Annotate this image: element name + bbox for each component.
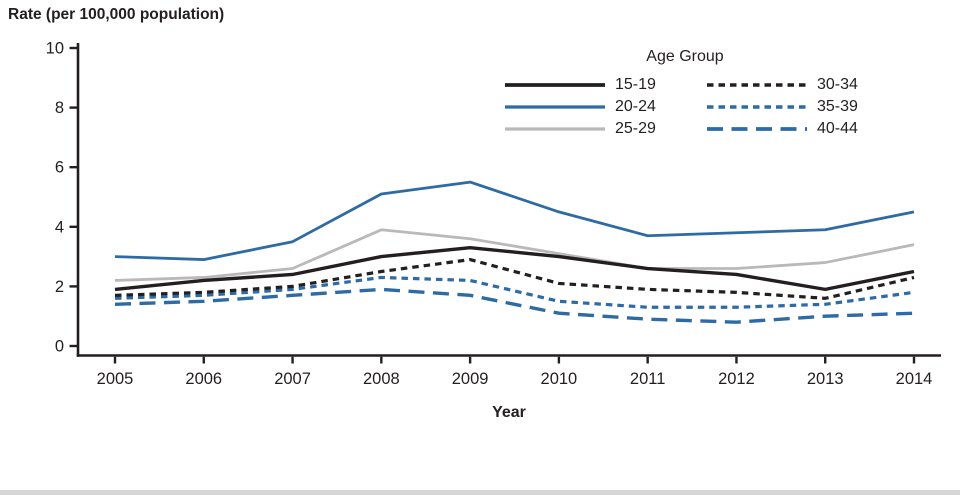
legend-item-25-29: 25-29	[505, 119, 663, 138]
legend-item-20-24: 20-24	[505, 97, 663, 116]
x-tick-label: 2006	[185, 370, 222, 388]
legend-label: 25-29	[615, 119, 656, 137]
y-tick-label: 0	[55, 338, 64, 356]
legend-item-40-44: 40-44	[707, 119, 865, 138]
legend-line-sample	[505, 82, 605, 87]
legend-label: 30-34	[817, 75, 858, 93]
chart-title: Rate (per 100,000 population)	[8, 6, 225, 23]
legend-grid: 15-19 30-34 20-24 35-39 25-29 40-44	[505, 75, 865, 138]
legend: Age Group 15-19 30-34 20-24 35-39 25-29 40-44	[505, 48, 865, 138]
series-line-35-39	[114, 275, 915, 309]
legend-line-sample	[707, 82, 807, 87]
legend-line-sample	[707, 126, 807, 131]
series-line-40-44	[114, 287, 915, 324]
legend-line-sample	[707, 104, 807, 109]
series-line-20-24	[114, 180, 915, 261]
x-tick-label: 2010	[541, 370, 578, 388]
legend-label: 15-19	[615, 75, 656, 93]
page-bottom-border	[0, 490, 960, 495]
x-tick-label: 2014	[896, 370, 933, 388]
y-tick-label: 4	[55, 218, 64, 236]
y-tick-label: 6	[55, 159, 64, 177]
x-tick-label: 2009	[452, 370, 489, 388]
y-tick-label: 2	[55, 278, 64, 296]
legend-line-sample	[505, 104, 605, 109]
x-tick-label: 2011	[630, 370, 665, 388]
x-axis-title: Year	[492, 404, 526, 421]
x-tick-label: 2013	[807, 370, 844, 388]
series-line-30-34	[114, 257, 915, 300]
legend-title: Age Group	[646, 48, 724, 65]
legend-label: 20-24	[615, 97, 656, 115]
legend-line-sample	[505, 126, 605, 131]
legend-item-35-39: 35-39	[707, 97, 865, 116]
legend-label: 40-44	[817, 119, 858, 137]
y-tick-label: 10	[46, 40, 64, 58]
legend-item-15-19: 15-19	[505, 75, 663, 94]
y-tick-label: 8	[55, 99, 64, 117]
x-tick-label: 2008	[363, 370, 400, 388]
legend-label: 35-39	[817, 97, 858, 115]
legend-item-30-34: 30-34	[707, 75, 865, 94]
series-line-15-19	[114, 245, 915, 292]
series-line-25-29	[114, 228, 915, 282]
x-tick-label: 2007	[274, 370, 311, 388]
x-tick-label: 2005	[97, 370, 134, 388]
x-tick-label: 2012	[718, 370, 755, 388]
